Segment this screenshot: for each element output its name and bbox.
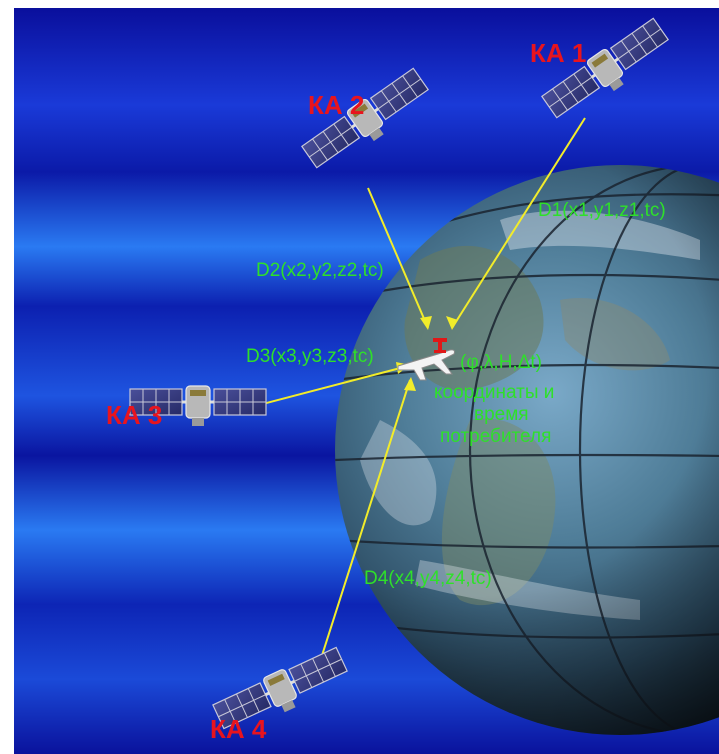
ka2-label: КА 2	[308, 90, 364, 120]
range-label-d1: D1(x1,y1,z1,tc)	[538, 200, 666, 221]
user-caption-line1: координаты и	[434, 382, 554, 403]
range-label-d3: D3(x3,y3,z3,tc)	[246, 346, 374, 367]
arrowhead-ka1	[446, 316, 458, 330]
ka3-label: КА 3	[106, 400, 162, 430]
arrowhead-ka4	[404, 377, 416, 391]
receiver-antenna-icon	[433, 338, 447, 353]
range-label-d2: D2(x2,y2,z2,tc)	[256, 260, 384, 281]
range-label-d4: D4(x4,y4,z4,tc)	[364, 568, 492, 589]
signal-line-ka4	[317, 379, 411, 669]
user-caption-line3: потребителя	[440, 426, 551, 447]
ka4-label: КА 4	[210, 714, 267, 744]
arrowhead-ka2	[420, 316, 432, 330]
user-params: (φ,λ,H,Δt)	[460, 352, 542, 373]
earth-globe	[335, 165, 719, 735]
signal-line-ka2	[367, 187, 429, 329]
ka1-label: КА 1	[530, 38, 586, 68]
signal-line-ka1	[451, 117, 586, 329]
aircraft-icon	[397, 349, 455, 381]
user-caption-line2: время	[474, 404, 529, 425]
